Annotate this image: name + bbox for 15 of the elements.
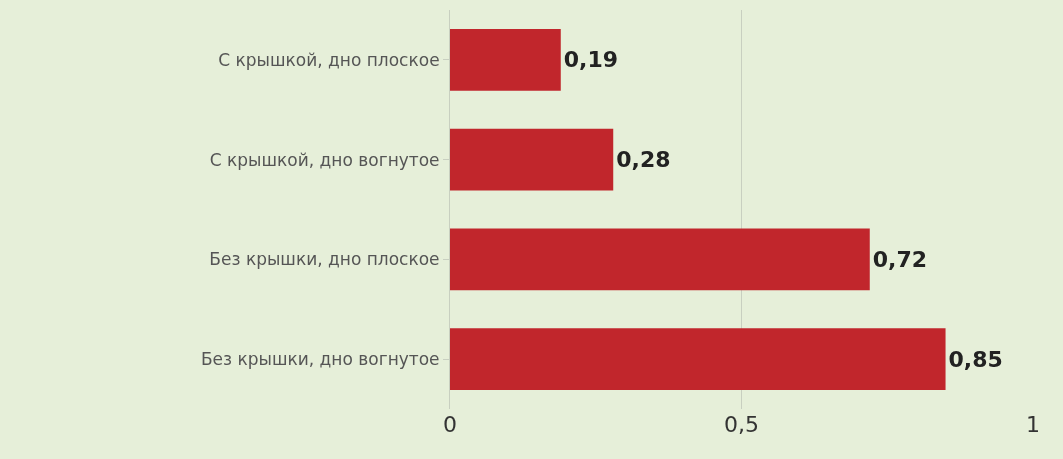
data-label: 0,28 <box>616 147 671 173</box>
bar <box>450 128 614 191</box>
x-tick-label: 0 <box>443 412 457 437</box>
bar <box>450 228 870 291</box>
y-tick-label: С крышкой, дно плоское <box>218 49 440 70</box>
bar <box>450 28 561 91</box>
data-label: 0,85 <box>948 346 1003 372</box>
x-tick-label: 0,5 <box>724 412 759 437</box>
data-label: 0,19 <box>563 47 619 73</box>
x-tick-label: 1 <box>1026 412 1040 437</box>
y-tick-label: Без крышки, дно плоское <box>209 249 440 270</box>
data-label: 0,72 <box>872 246 928 272</box>
y-tick-label: Без крышки, дно вогнутое <box>200 349 440 370</box>
y-tick-label: С крышкой, дно вогнутое <box>209 149 440 170</box>
bar <box>450 328 946 391</box>
